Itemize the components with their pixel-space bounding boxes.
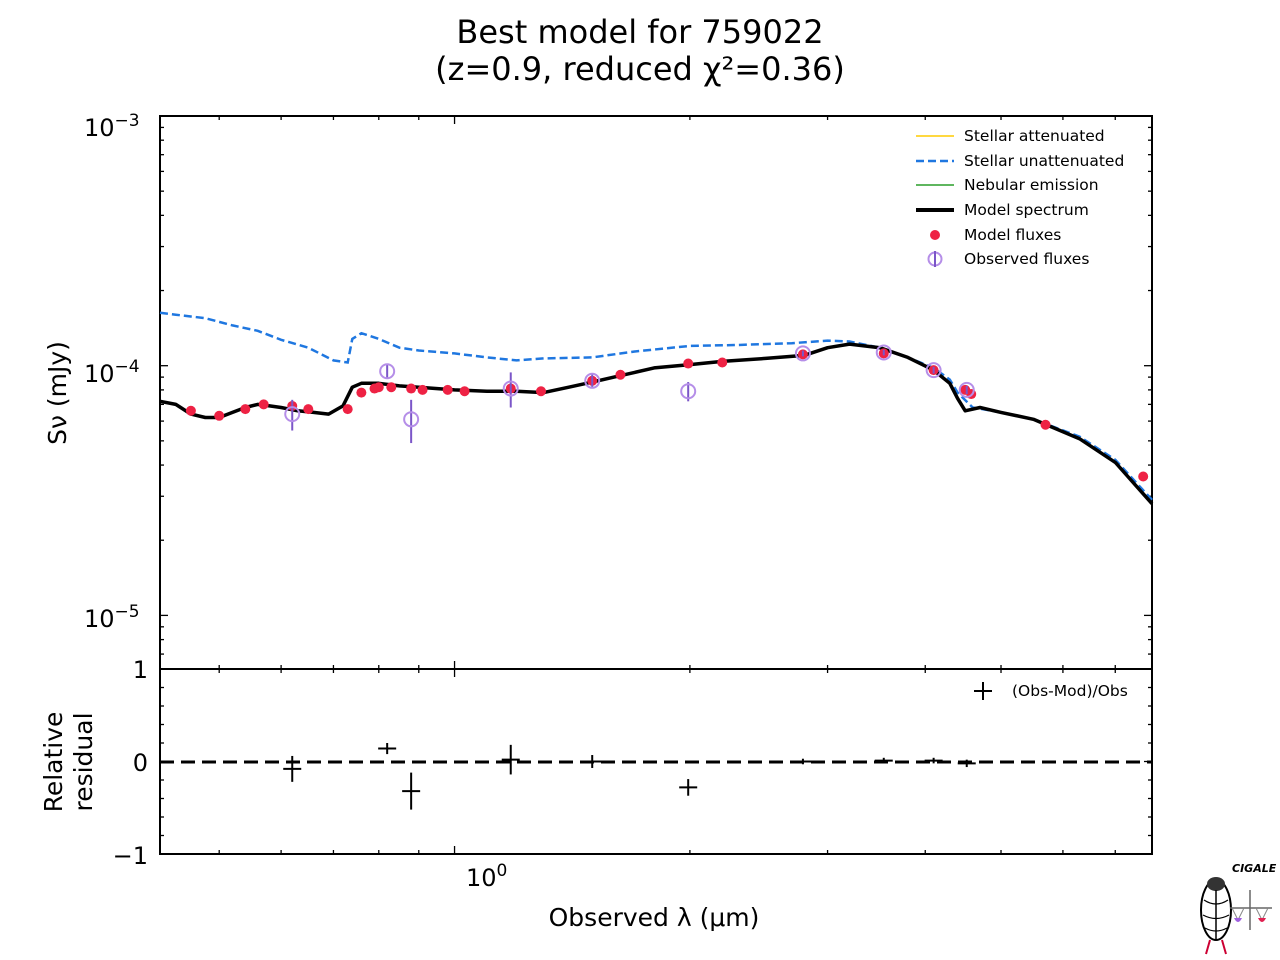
observed-flux-point — [680, 383, 697, 400]
observed-flux-point — [584, 372, 601, 389]
residual-legend: (Obs-Mod)/Obs — [974, 682, 1128, 700]
model-flux-point — [240, 404, 251, 415]
y-axis-label-top: Sν (mJy) — [43, 341, 72, 445]
x-axis-label: Observed λ (μm) — [549, 903, 760, 932]
model-flux-point — [1138, 471, 1149, 482]
model-flux-point — [1040, 419, 1051, 430]
observed-flux-point — [925, 362, 942, 379]
model-flux-point — [185, 405, 196, 416]
model-flux-point — [386, 382, 397, 393]
observed-flux-point — [875, 344, 892, 361]
legend-label-model-fluxes: Model fluxes — [964, 226, 1061, 244]
legend-label-model-spectrum: Model spectrum — [964, 201, 1089, 219]
model-flux-point — [303, 404, 314, 415]
model-flux-point — [342, 404, 353, 415]
legend-label-stellar-unattenuated: Stellar unattenuated — [964, 152, 1124, 170]
observed-flux-point — [403, 411, 420, 428]
residual-points — [283, 743, 976, 810]
sed-legend: Stellar attenuated Stellar unattenuated … — [916, 127, 1124, 268]
legend-label-stellar-attenuated: Stellar attenuated — [964, 127, 1105, 145]
sed-panel-frame — [159, 115, 1153, 670]
xtick-label-1e0: 100 — [466, 861, 507, 892]
legend-swatch-model-fluxes — [930, 230, 940, 240]
ytick-label-1e-3: 10−3 — [84, 111, 140, 142]
chart-title-line1: Best model for 759022 — [456, 13, 824, 51]
observed-flux-point — [284, 406, 301, 423]
ytick-label-1e-5: 10−5 — [84, 602, 140, 633]
model-flux-point — [356, 387, 367, 398]
axis-ticks — [160, 115, 1152, 855]
ytick-label-resid-1: 1 — [133, 656, 148, 684]
observed-flux-point — [958, 381, 975, 398]
sed-points — [185, 344, 1149, 482]
model-flux-point — [536, 386, 547, 397]
ytick-label-1e-4: 10−4 — [84, 357, 140, 388]
ytick-label-resid-minus1: −1 — [113, 842, 148, 870]
model-flux-point — [258, 399, 269, 410]
model-flux-point — [442, 384, 453, 395]
observed-flux-point — [379, 363, 396, 380]
model-flux-point — [683, 358, 694, 369]
model-flux-point — [615, 369, 626, 380]
legend-label-observed-fluxes: Observed fluxes — [964, 250, 1089, 268]
y-axis-label-residual-line2: residual — [69, 712, 98, 811]
model-flux-point — [717, 357, 728, 368]
model-flux-point — [214, 410, 225, 421]
model-flux-point — [417, 384, 428, 395]
cigale-logo — [1200, 877, 1272, 955]
y-axis-label-residual-line1: Relative — [39, 712, 68, 813]
observed-flux-point — [502, 380, 519, 397]
model-flux-point — [373, 382, 384, 393]
model-flux-point — [406, 383, 417, 394]
logo-text: CIGALE — [1232, 862, 1277, 875]
ytick-label-resid-0: 0 — [133, 749, 148, 777]
stellar-unattenuated-line — [159, 311, 1153, 501]
observed-flux-point — [794, 345, 811, 362]
legend-label-residual: (Obs-Mod)/Obs — [1012, 682, 1128, 700]
model-spectrum-line — [159, 342, 1154, 505]
model-flux-point — [459, 386, 470, 397]
chart-title-line2: (z=0.9, reduced χ²=0.36) — [435, 50, 845, 88]
legend-label-nebular: Nebular emission — [964, 176, 1099, 194]
